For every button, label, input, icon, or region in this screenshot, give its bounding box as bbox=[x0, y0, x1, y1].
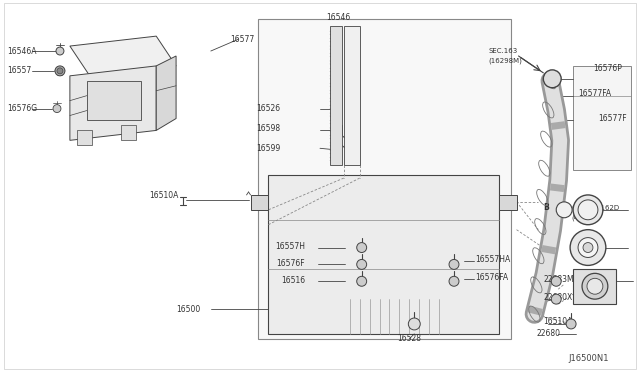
Text: 16516: 16516 bbox=[281, 276, 305, 285]
Text: 16598: 16598 bbox=[256, 124, 280, 133]
Polygon shape bbox=[77, 131, 92, 145]
Text: SEC.163: SEC.163 bbox=[489, 48, 518, 54]
Text: 08363-6162D: 08363-6162D bbox=[571, 205, 620, 211]
Text: 16599: 16599 bbox=[256, 144, 280, 153]
Text: 16576G: 16576G bbox=[7, 104, 38, 113]
Circle shape bbox=[582, 273, 608, 299]
Text: 22680X: 22680X bbox=[543, 293, 573, 302]
Polygon shape bbox=[344, 26, 360, 165]
Text: (4): (4) bbox=[571, 215, 581, 221]
Circle shape bbox=[356, 243, 367, 253]
Circle shape bbox=[449, 259, 459, 269]
Polygon shape bbox=[250, 195, 268, 210]
Text: 16576F: 16576F bbox=[276, 259, 305, 268]
Circle shape bbox=[551, 294, 561, 304]
Text: 16576FA: 16576FA bbox=[475, 273, 508, 282]
Circle shape bbox=[449, 276, 459, 286]
Polygon shape bbox=[268, 175, 499, 334]
Circle shape bbox=[573, 195, 603, 225]
Text: B: B bbox=[543, 203, 549, 212]
Polygon shape bbox=[330, 26, 342, 165]
Polygon shape bbox=[70, 66, 156, 140]
Text: 16526: 16526 bbox=[256, 104, 280, 113]
Circle shape bbox=[57, 68, 63, 74]
Circle shape bbox=[566, 319, 576, 329]
Circle shape bbox=[570, 230, 606, 265]
Text: 16510A: 16510A bbox=[543, 317, 573, 327]
Text: 16528: 16528 bbox=[397, 334, 421, 343]
Circle shape bbox=[551, 276, 561, 286]
Circle shape bbox=[408, 318, 420, 330]
Polygon shape bbox=[156, 56, 176, 131]
Circle shape bbox=[543, 70, 561, 88]
Circle shape bbox=[578, 238, 598, 257]
Polygon shape bbox=[573, 269, 616, 304]
Text: 22680: 22680 bbox=[536, 329, 561, 339]
Bar bbox=[259, 19, 511, 339]
Text: 16577: 16577 bbox=[230, 35, 255, 44]
Bar bbox=[87, 81, 141, 121]
Polygon shape bbox=[122, 125, 136, 140]
Circle shape bbox=[356, 259, 367, 269]
Circle shape bbox=[583, 243, 593, 253]
Bar bbox=[573, 66, 630, 170]
Text: 16576P: 16576P bbox=[593, 64, 622, 73]
Text: 16557HA: 16557HA bbox=[475, 255, 510, 264]
Circle shape bbox=[55, 66, 65, 76]
Text: 16557H: 16557H bbox=[275, 242, 305, 251]
Text: (16298M): (16298M) bbox=[489, 58, 523, 64]
Circle shape bbox=[56, 47, 64, 55]
Circle shape bbox=[53, 105, 61, 113]
Text: 16546: 16546 bbox=[326, 13, 350, 22]
Text: 16510A: 16510A bbox=[150, 192, 179, 201]
Polygon shape bbox=[499, 195, 516, 210]
Circle shape bbox=[356, 276, 367, 286]
Circle shape bbox=[578, 200, 598, 220]
Text: 16500: 16500 bbox=[177, 305, 201, 314]
Text: J16500N1: J16500N1 bbox=[568, 354, 609, 363]
Polygon shape bbox=[70, 36, 176, 76]
Circle shape bbox=[587, 278, 603, 294]
Text: 22683M: 22683M bbox=[543, 275, 574, 284]
Text: 16557: 16557 bbox=[7, 66, 31, 76]
Text: 16577FA: 16577FA bbox=[578, 89, 611, 98]
Text: 16546A: 16546A bbox=[7, 46, 37, 55]
Text: 16577F: 16577F bbox=[598, 114, 627, 123]
Circle shape bbox=[556, 202, 572, 218]
